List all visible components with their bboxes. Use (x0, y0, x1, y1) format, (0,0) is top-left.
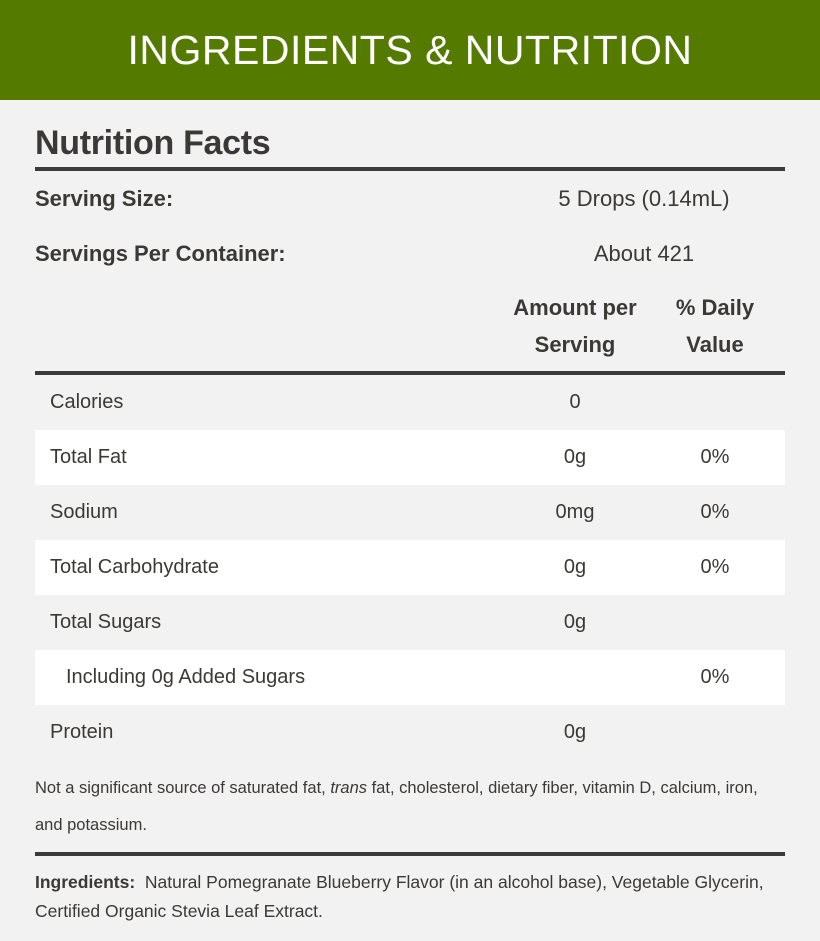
nutrient-amount: 0g (563, 721, 587, 743)
table-row: Sodium 0mg 0% (35, 485, 785, 540)
nutrition-title: Nutrition Facts (35, 124, 271, 162)
ingredients-label: Ingredients: (35, 872, 136, 892)
nutrient-name: Total Fat (50, 446, 127, 468)
table-row: Total Carbohydrate 0g 0% (35, 540, 785, 595)
ingredients-text: Natural Pomegranate Blueberry Flavor (in… (35, 872, 764, 921)
divider (35, 852, 785, 856)
nutrition-facts-panel: Nutrition Facts Serving Size: 5 Drops (0… (35, 100, 785, 926)
serving-size-label: Serving Size: (35, 185, 174, 211)
divider (35, 167, 785, 171)
banner-title: INGREDIENTS & NUTRITION (127, 26, 693, 73)
servings-per-container-label: Servings Per Container: (35, 240, 286, 266)
footnote-italic: trans (330, 779, 368, 797)
daily-value-header: % Daily Value (675, 295, 755, 357)
section-banner: INGREDIENTS & NUTRITION (0, 0, 820, 100)
nutrient-name: Protein (50, 721, 114, 743)
table-row: Total Fat 0g 0% (35, 430, 785, 485)
amount-header: Amount per Serving (513, 295, 637, 357)
footnote-text-end: fat, cholesterol, dietary fiber, vitamin… (35, 779, 758, 834)
table-row: Calories 0 (35, 375, 785, 430)
nutrient-daily-value: 0% (700, 556, 730, 578)
nutrient-daily-value: 0% (700, 666, 730, 688)
nutrient-name: Total Sugars (50, 611, 162, 633)
nutrient-amount: 0g (563, 611, 587, 633)
nutrient-table: Calories 0 Total Fat 0g 0% Sodium 0mg 0% Total C… (35, 375, 785, 760)
servings-per-container-row: Servings Per Container: About 421 (35, 226, 785, 281)
serving-size-value: 5 Drops (0.14mL) (558, 185, 730, 211)
nutrient-amount: 0 (569, 391, 581, 413)
nutrient-amount: 0mg (555, 501, 595, 523)
nutrient-name: Sodium (50, 501, 118, 523)
footnote-text: Not a significant source of saturated fa… (35, 779, 331, 797)
nutrient-name: Total Carbohydrate (50, 556, 219, 578)
table-row: Including 0g Added Sugars 0% (35, 650, 785, 705)
nutrient-amount: 0g (563, 446, 587, 468)
ingredients: Ingredients: Natural Pomegranate Blueber… (35, 868, 785, 926)
nutrient-amount: 0g (563, 556, 587, 578)
table-row: Total Sugars 0g (35, 595, 785, 650)
footnote: Not a significant source of saturated fa… (35, 770, 785, 844)
nutrient-name: Including 0g Added Sugars (66, 666, 306, 688)
divider (35, 371, 785, 375)
table-row: Protein 0g (35, 705, 785, 760)
nutrient-daily-value: 0% (700, 501, 730, 523)
nutrient-daily-value: 0% (700, 446, 730, 468)
nutrient-name: Calories (50, 391, 124, 413)
serving-size-row: Serving Size: 5 Drops (0.14mL) (35, 171, 785, 226)
servings-per-container-value: About 421 (593, 240, 695, 266)
column-header-row: Amount per Serving % Daily Value (35, 281, 785, 371)
